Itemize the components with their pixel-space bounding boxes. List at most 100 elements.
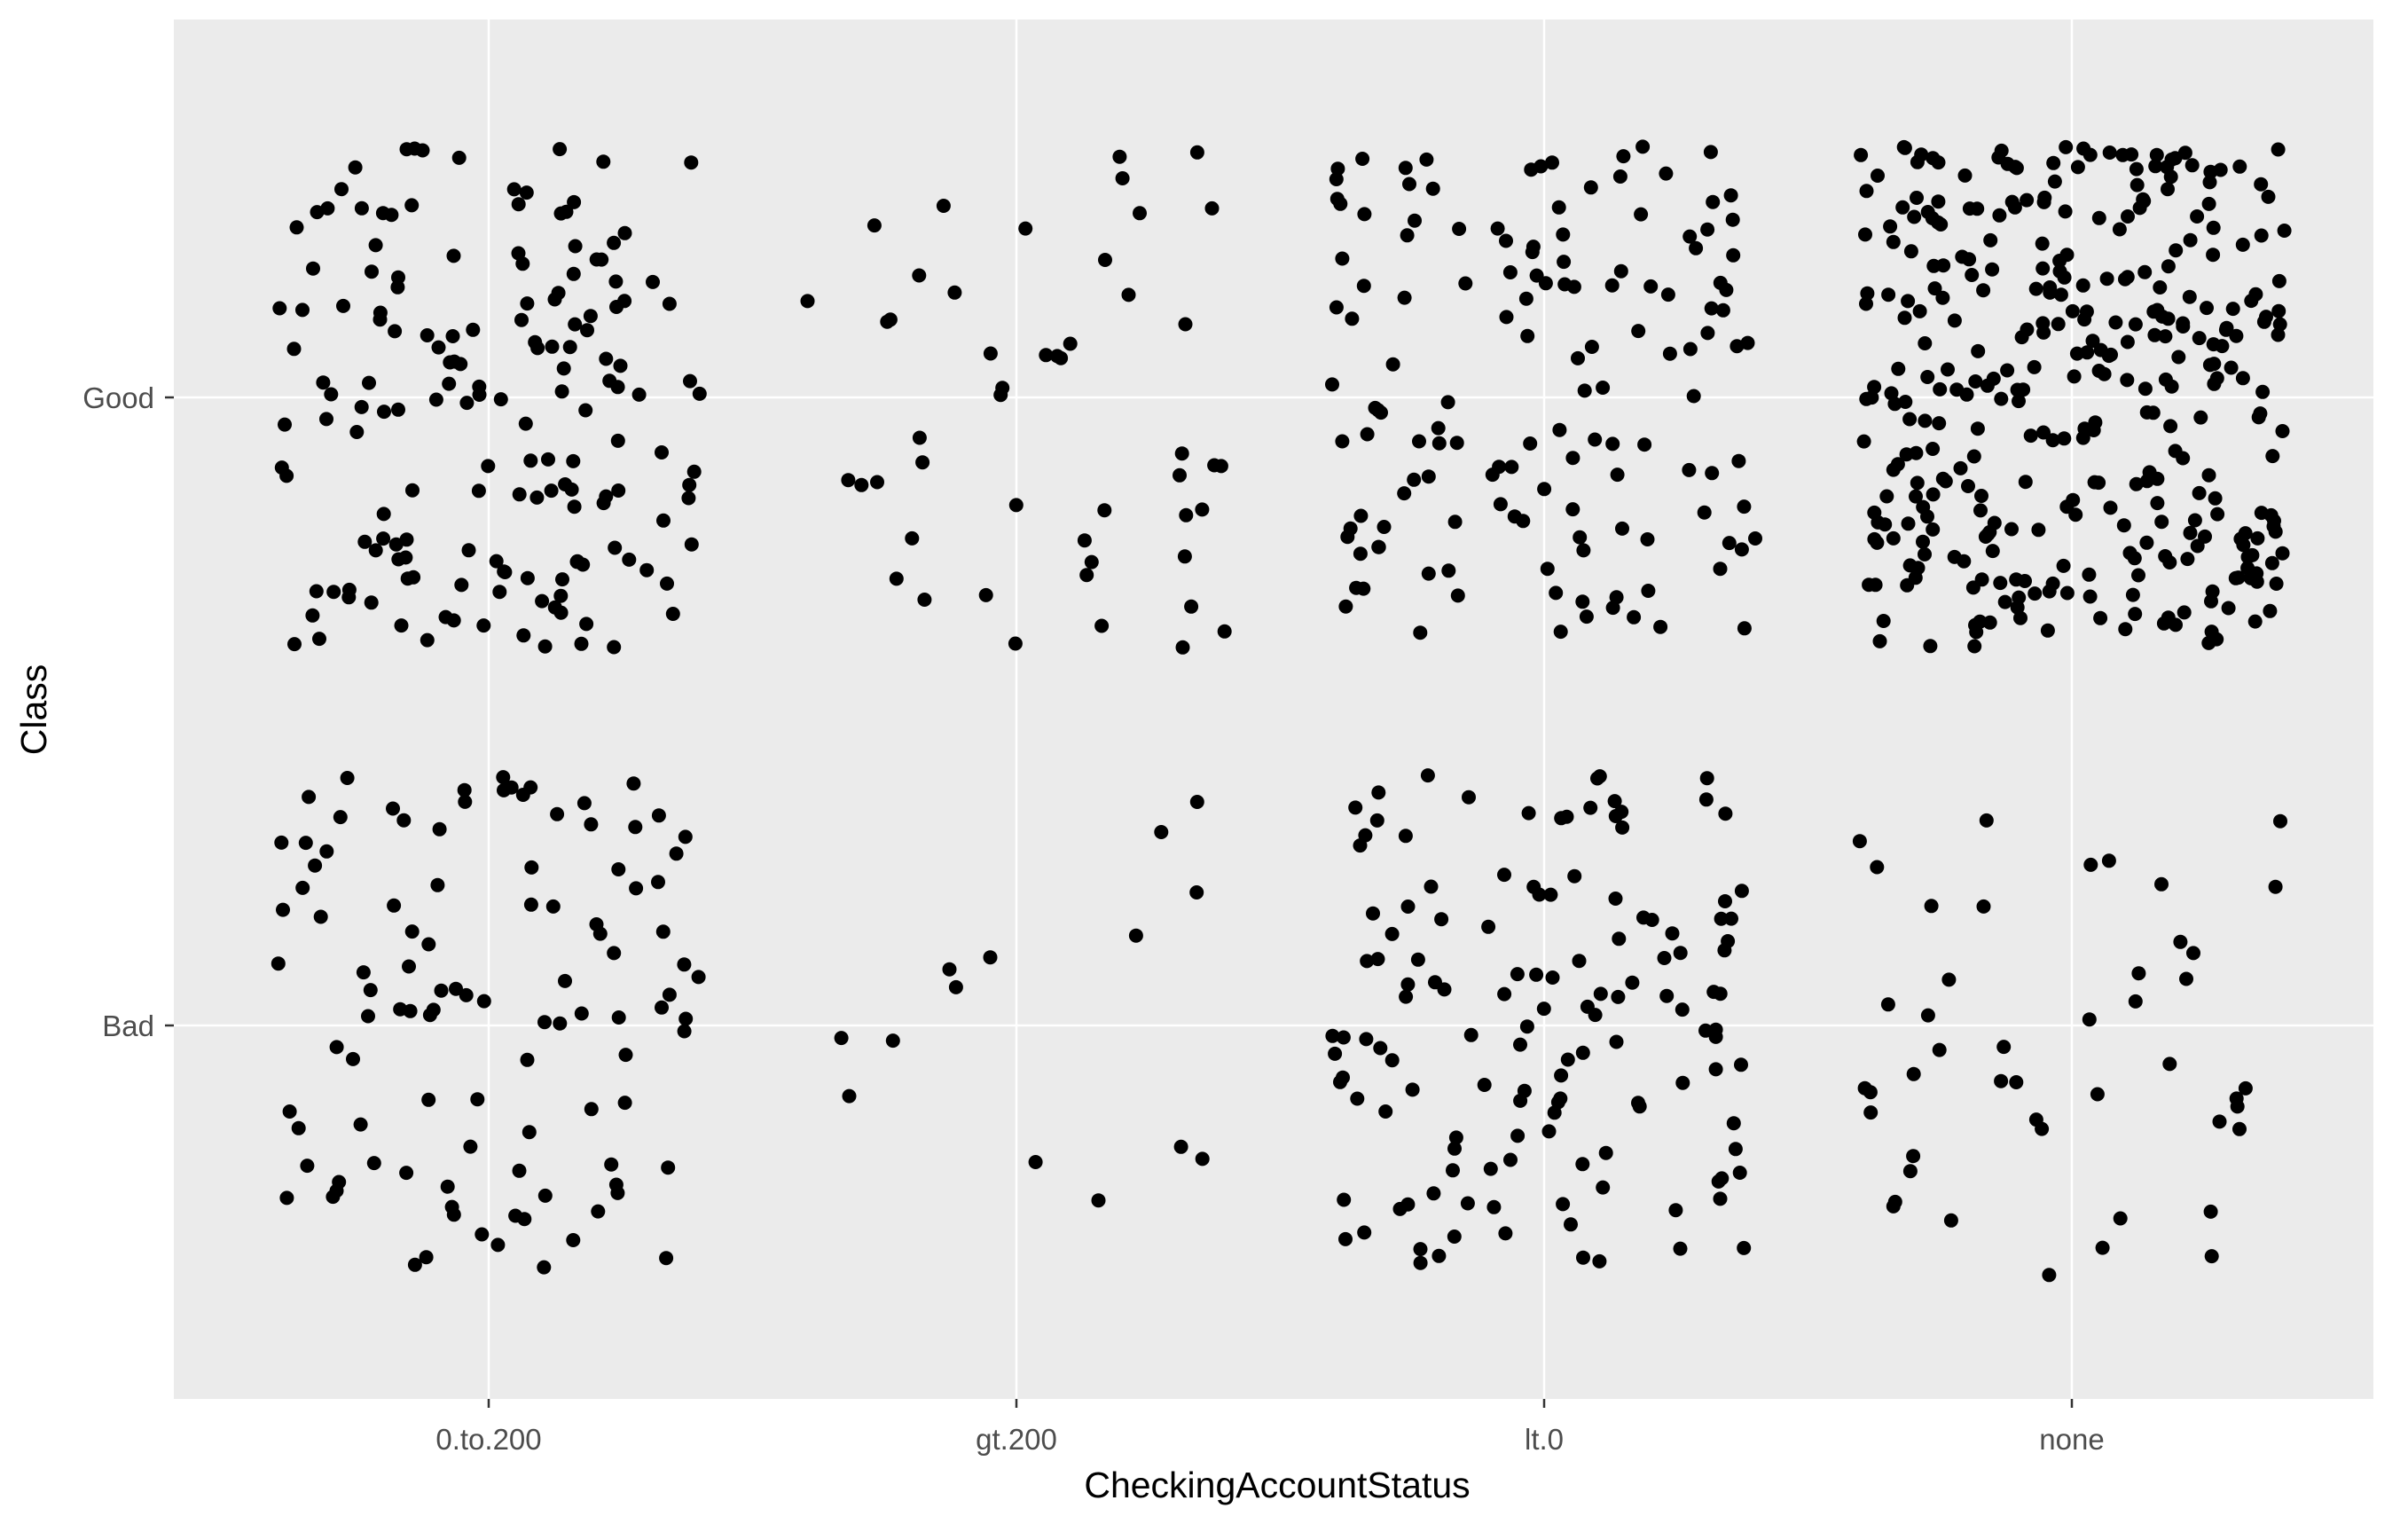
data-point (1018, 221, 1033, 236)
data-point (271, 956, 286, 971)
data-point (319, 412, 333, 427)
data-point (295, 302, 310, 318)
data-point (2271, 273, 2286, 288)
data-point (607, 640, 622, 655)
data-point (1728, 1142, 1743, 1157)
data-point (419, 1250, 434, 1265)
data-point (2238, 1080, 2253, 1096)
data-point (1333, 196, 1348, 211)
data-point (2179, 971, 2193, 986)
data-point (1708, 1062, 1723, 1077)
data-point (1682, 462, 1697, 477)
data-point (2183, 232, 2198, 247)
data-point (1516, 514, 1531, 529)
data-point (2168, 444, 2183, 459)
data-point (655, 445, 669, 460)
data-point (622, 552, 637, 567)
data-point (520, 570, 535, 585)
data-point (1483, 1161, 1498, 1176)
data-point (1612, 931, 1627, 947)
data-point (1098, 253, 1112, 267)
data-point (2150, 496, 2165, 511)
data-point (544, 483, 559, 499)
data-point (346, 1051, 360, 1066)
data-point (1357, 1225, 1372, 1240)
data-point (2065, 303, 2080, 318)
data-point (407, 141, 422, 156)
data-point (2082, 147, 2098, 162)
data-point (2265, 449, 2280, 464)
data-point (2136, 192, 2151, 207)
data-point (405, 483, 420, 498)
data-point (537, 1260, 552, 1275)
data-point (1698, 792, 1714, 807)
data-point (1924, 899, 1939, 914)
data-point (2009, 1075, 2024, 1089)
data-point (1463, 1027, 1479, 1042)
data-point (2077, 421, 2092, 436)
data-point (1722, 536, 1737, 551)
data-point (1408, 213, 1422, 228)
data-point (391, 270, 405, 285)
y-axis-title: Class (13, 664, 54, 756)
data-point (291, 1120, 306, 1135)
data-point (319, 844, 334, 859)
data-point (584, 1102, 599, 1117)
data-point (2035, 316, 2051, 331)
data-point (592, 926, 608, 941)
data-point (2153, 280, 2168, 295)
data-point (1360, 954, 1375, 969)
data-point (1377, 520, 1392, 534)
data-point (617, 225, 632, 240)
data-point (2203, 1204, 2218, 1219)
data-point (599, 489, 614, 504)
data-point (2116, 518, 2131, 533)
data-point (1886, 530, 1901, 546)
data-point (1974, 489, 1988, 503)
data-point (2201, 635, 2216, 650)
y-tick-label: Bad (102, 1009, 154, 1042)
data-point (1668, 1203, 1683, 1218)
y-axis: Bad Good (82, 381, 174, 1042)
data-point (1580, 999, 1595, 1014)
data-point (1910, 154, 1925, 169)
data-point (1609, 1034, 1624, 1049)
data-point (1994, 1073, 2009, 1088)
data-point (639, 562, 655, 577)
data-point (1862, 577, 1877, 593)
data-point (1947, 313, 1962, 328)
data-point (566, 266, 581, 281)
data-point (1348, 800, 1363, 815)
data-point (1596, 381, 1611, 395)
data-point (2266, 519, 2281, 534)
data-point (1179, 507, 1194, 522)
data-point (553, 588, 569, 603)
data-point (1572, 954, 1587, 969)
data-point (2077, 312, 2092, 327)
data-point (1715, 302, 1730, 318)
data-point (363, 983, 378, 998)
data-point (1867, 380, 1882, 395)
data-point (1128, 928, 1143, 943)
data-point (1575, 1045, 1590, 1060)
data-point (1858, 227, 1872, 242)
data-point (523, 453, 538, 468)
data-point (2275, 546, 2290, 561)
data-point (1653, 619, 1668, 634)
data-point (2027, 359, 2042, 374)
data-point (2120, 334, 2135, 350)
data-point (1616, 149, 1631, 164)
data-point (2263, 603, 2278, 618)
data-point (1897, 310, 1912, 326)
data-point (609, 300, 624, 314)
data-point (404, 198, 420, 213)
data-point (2271, 303, 2286, 318)
data-point (1413, 1255, 1428, 1270)
data-point (1499, 233, 1513, 248)
data-point (1947, 549, 1962, 564)
data-point (1560, 1052, 1575, 1067)
data-point (1437, 982, 1452, 997)
data-point (407, 1257, 422, 1272)
data-point (551, 286, 566, 301)
data-point (1335, 434, 1350, 449)
